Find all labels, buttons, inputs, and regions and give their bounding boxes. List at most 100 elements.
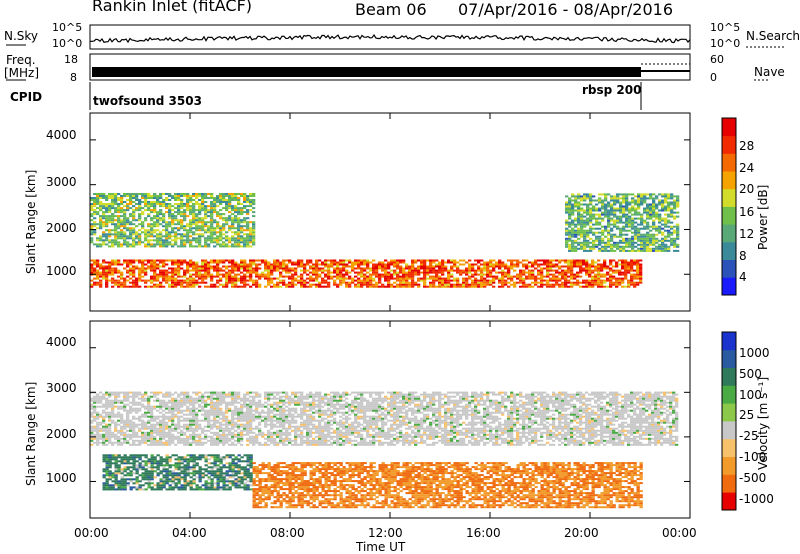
power-cell (670, 195, 674, 198)
power-cell (637, 231, 641, 234)
power-cell (661, 193, 665, 196)
power-cell (429, 269, 433, 272)
power-cell (303, 265, 307, 268)
power-cell (222, 243, 226, 246)
velocity-cell (234, 401, 238, 404)
power-cell (571, 211, 575, 214)
velocity-cell (198, 443, 202, 446)
velocity-cell (240, 413, 244, 416)
power-cell (600, 281, 604, 284)
power-cell (561, 273, 565, 276)
power-cell (336, 271, 340, 274)
power-cell (658, 221, 662, 224)
power-cell (132, 275, 136, 278)
power-cell (186, 283, 190, 286)
power-cell (90, 279, 94, 282)
velocity-cell (249, 421, 253, 424)
velocity-cell (225, 421, 229, 424)
power-cell (583, 211, 587, 214)
power-cell (471, 273, 475, 276)
velocity-cell (249, 391, 253, 394)
power-cell (123, 217, 127, 220)
velocity-cell (213, 443, 217, 446)
velocity-cell (111, 391, 115, 394)
power-cell (583, 225, 587, 228)
power-cell (186, 269, 190, 272)
power-cell (195, 263, 199, 266)
power-cell (315, 279, 319, 282)
power-cell (646, 215, 650, 218)
power-cell (363, 279, 367, 282)
power-cell (567, 267, 571, 270)
power-cell (342, 273, 346, 276)
power-cell (234, 241, 238, 244)
power-cell (631, 245, 635, 248)
velocity-cell (243, 415, 247, 418)
power-cell (604, 193, 608, 196)
power-cell (531, 285, 535, 288)
velocity-cell (156, 441, 160, 444)
velocity-cell (171, 421, 175, 424)
velocity-cell (90, 419, 94, 422)
velocity-cell (234, 407, 238, 410)
power-cell (240, 211, 244, 214)
power-cell (258, 285, 262, 288)
velocity-cell (189, 417, 193, 420)
velocity-cell (108, 401, 112, 404)
power-cell (99, 235, 103, 238)
power-cell (141, 201, 145, 203)
power-cell (634, 229, 638, 232)
velocity-cell (105, 435, 109, 438)
power-cell (324, 281, 328, 284)
power-cell (96, 207, 100, 210)
power-cell (486, 275, 490, 278)
power-cell (598, 231, 602, 234)
power-cell (606, 285, 610, 288)
nsearch-tick-bottom: 10^0 (710, 37, 741, 50)
velocity-cell (264, 423, 268, 426)
velocity-cell (180, 425, 184, 428)
power-cell (117, 233, 121, 236)
power-cell (501, 265, 505, 268)
power-cell (93, 217, 97, 220)
power-cell (447, 283, 451, 286)
power-cell (477, 267, 481, 270)
power-cell (588, 275, 592, 278)
power-cell (577, 221, 581, 224)
power-cell (228, 211, 232, 214)
power-cell (363, 281, 367, 284)
power-cell (640, 201, 644, 204)
power-cell (489, 261, 493, 264)
power-cell (150, 259, 154, 262)
power-cell (123, 259, 127, 262)
power-cell (522, 283, 526, 286)
power-cell (264, 259, 268, 262)
power-cell (486, 269, 490, 272)
power-cell (318, 275, 322, 278)
power-cell (186, 237, 190, 240)
power-cell (192, 199, 196, 201)
velocity-cell (123, 393, 127, 396)
power-cell (345, 273, 349, 276)
power-cell (592, 233, 596, 236)
power-cell (348, 259, 352, 262)
power-cell (288, 283, 292, 286)
velocity-cell (210, 441, 214, 444)
power-cell (612, 277, 616, 280)
velocity-cell (186, 441, 190, 444)
velocity-cell (105, 407, 109, 410)
power-cell (189, 239, 193, 242)
power-cell (426, 267, 430, 270)
power-cell (153, 203, 157, 205)
power-cell (673, 239, 677, 242)
power-cell (228, 229, 232, 232)
power-cell (144, 229, 148, 232)
power-cell (639, 267, 643, 270)
power-cell (276, 285, 280, 288)
power-cell (126, 207, 130, 210)
power-cell (402, 267, 406, 270)
power-cell (501, 263, 505, 266)
power-cell (159, 275, 163, 278)
power-cell (658, 201, 662, 204)
power-cell (195, 225, 199, 228)
